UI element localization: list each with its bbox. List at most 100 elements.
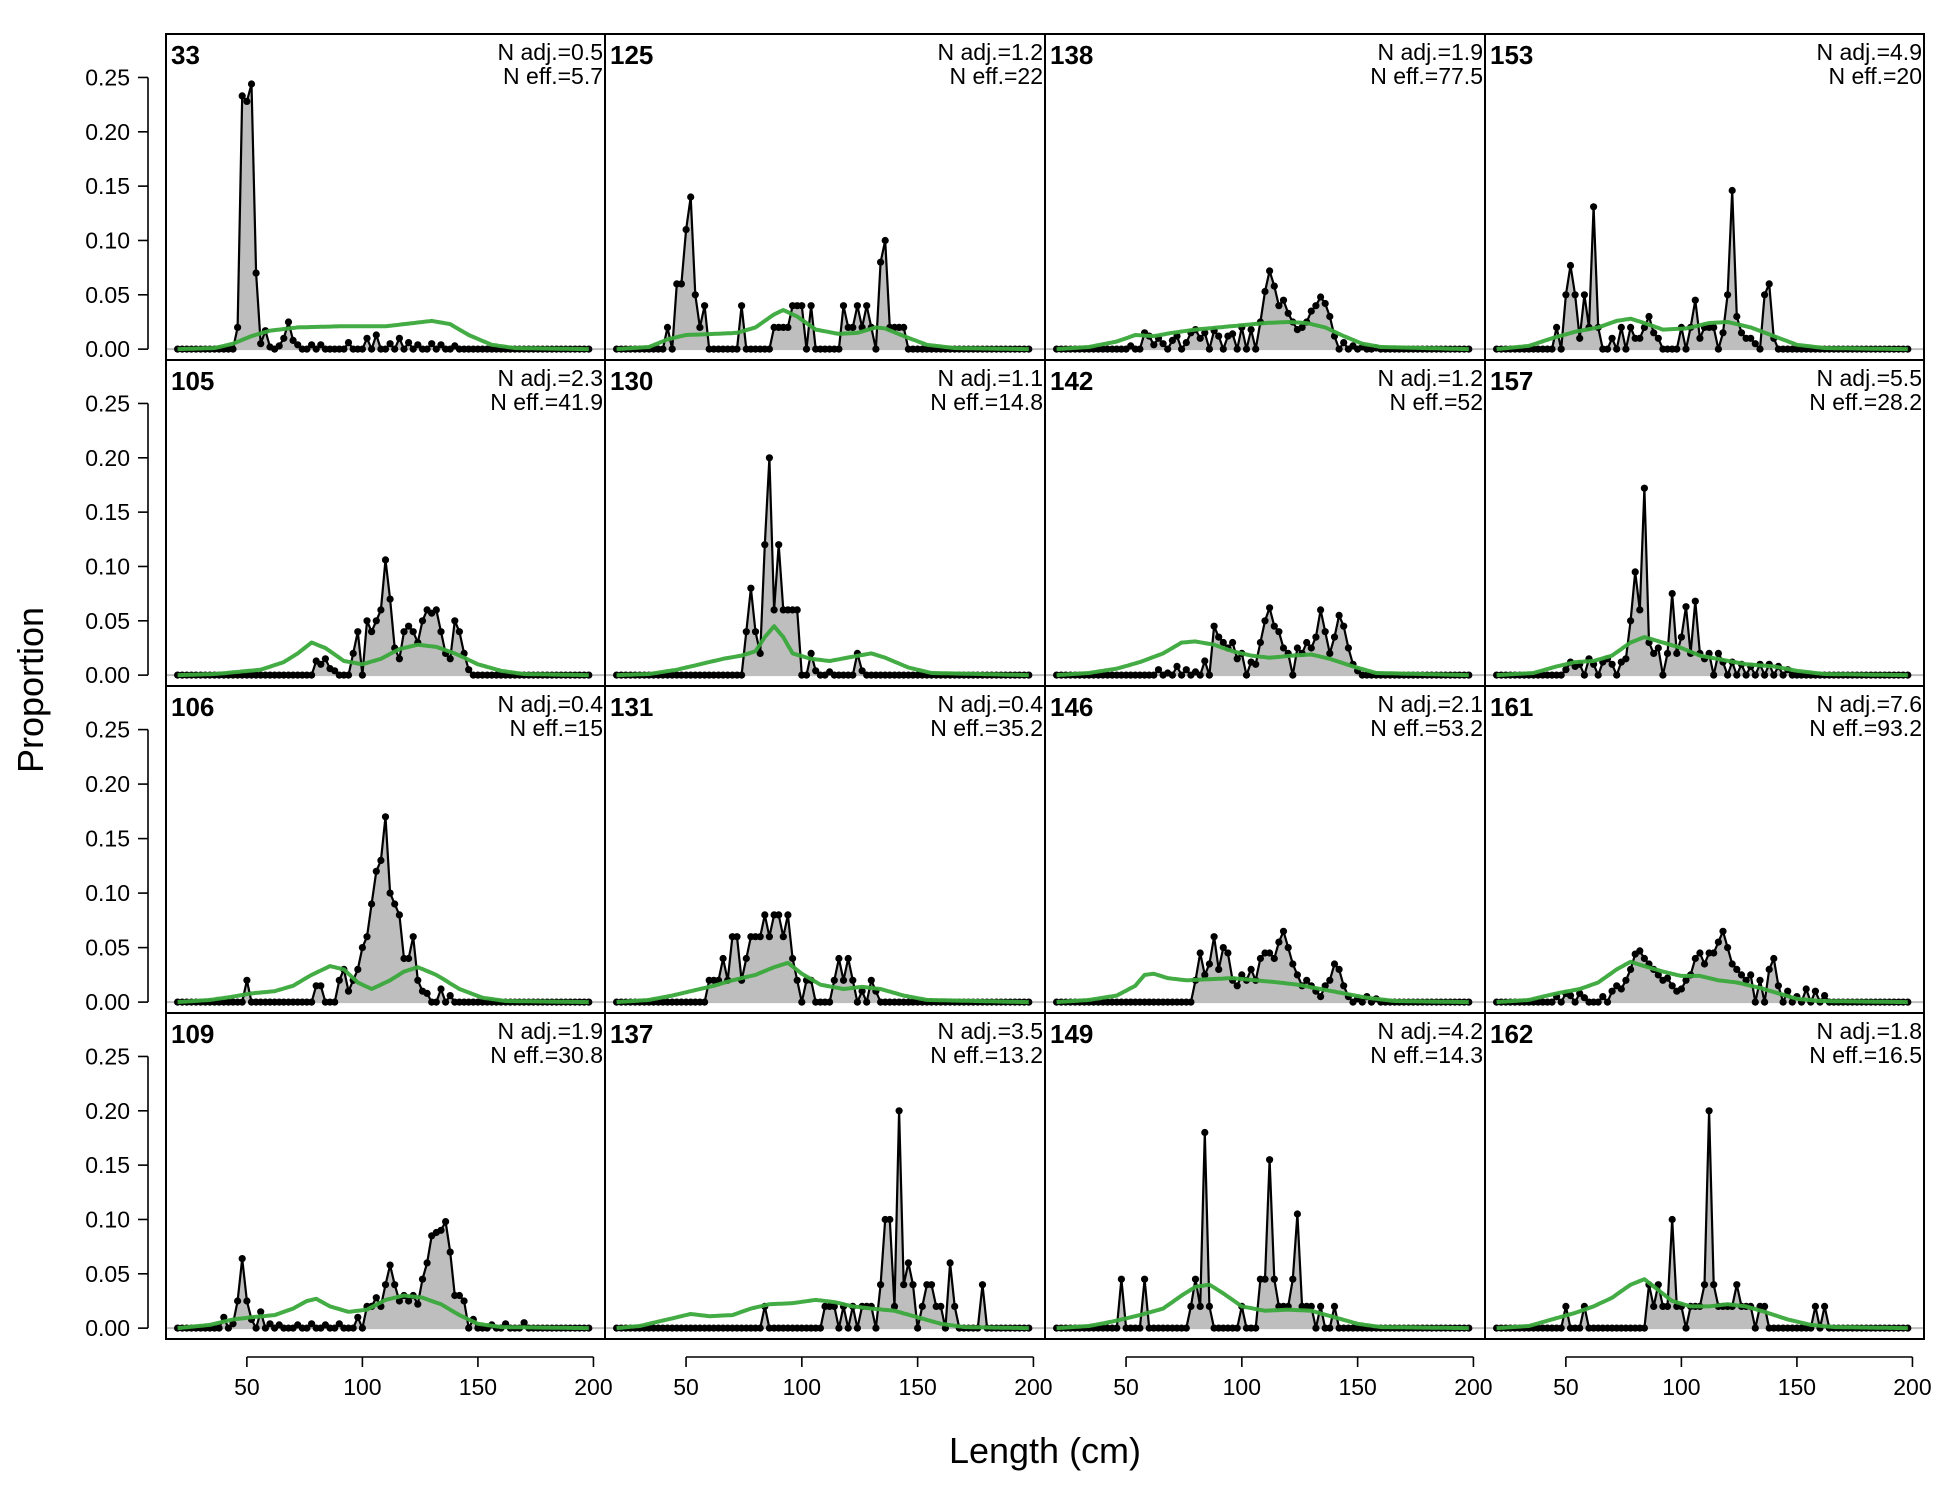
observed-point [696,323,704,331]
observed-point [1196,334,1204,342]
observed-point [863,998,871,1006]
expected-line [1496,635,1908,678]
observed-point [1719,927,1727,935]
observed-point [317,660,325,668]
observed-point [1774,982,1782,990]
observed-point [1627,323,1635,331]
observed-point [460,1297,468,1305]
expected-line [177,318,589,352]
observed-point [830,1302,838,1310]
observed-point [682,226,690,234]
observed-point [455,1291,463,1300]
observed-point [1275,302,1283,310]
observed-point [770,606,778,614]
observed-point [877,258,885,266]
observed-point [340,345,348,353]
observed-point [1617,323,1625,331]
observed-point [252,1324,260,1332]
observed-point [238,1255,246,1263]
observed-point [1751,671,1759,679]
observed-point [1566,992,1575,1000]
observed-point [358,1324,366,1332]
observed-point [1608,334,1616,342]
observed-point [432,998,440,1006]
observed-point [308,998,316,1006]
observed-point [229,1320,237,1328]
observed-point [733,345,741,353]
observed-point [1700,960,1709,968]
observed-point [835,954,843,963]
observed-point [1742,976,1750,984]
observed-point [1756,976,1764,984]
observed-point [872,345,880,353]
expected-line [177,964,589,1005]
n-eff-label: N eff.=35.2 [930,715,1043,741]
observed-point [331,1324,339,1332]
observed-point [1164,345,1172,353]
n-adj-label: N adj.=1.8 [1817,1018,1923,1044]
y-tick-label: 0.10 [85,227,130,253]
observed-point [835,1324,843,1332]
observed-point [798,302,806,310]
observed-point [1219,638,1227,647]
n-eff-label: N eff.=52 [1389,389,1483,415]
observed-point [1590,203,1598,211]
observed-point [1215,332,1223,340]
observed-area [177,559,589,676]
observed-point [1261,1275,1269,1283]
observed-point [1580,671,1588,679]
observed-point [1733,312,1741,321]
panel-label: 149 [1050,1019,1093,1049]
x-tick-label: 100 [1223,1374,1261,1400]
observed-point [1663,974,1672,982]
panel-130: 130 N adj.=1.1N eff.=14.8 [604,359,1046,687]
observed-point [1252,1324,1260,1332]
observed-point [812,667,820,675]
n-eff-label: N eff.=77.5 [1370,63,1483,89]
observed-point [1150,671,1158,679]
observed-point [849,671,857,679]
observed-point [1627,617,1635,625]
y-tick-label: 0.15 [85,826,130,852]
x-tick-label: 50 [673,1374,699,1400]
observed-point [1173,662,1181,671]
observed-area [1056,1132,1469,1329]
observed-point [839,976,848,984]
observed-point [418,617,427,625]
observed-point [1705,1107,1713,1115]
observed-point [1284,309,1292,317]
n-adj-label: N adj.=4.2 [1378,1018,1484,1044]
observed-point [395,1297,403,1305]
n-eff-label: N eff.=41.9 [490,389,603,415]
observed-point [687,193,695,201]
observed-point [738,671,746,679]
observed-point [1201,1128,1209,1137]
observed-point [1737,329,1746,337]
expected-line [1496,1277,1908,1331]
observed-point [1182,1324,1190,1332]
observed-point [1608,987,1616,995]
y-tick-label: 0.20 [85,445,130,471]
observed-point [1557,1324,1565,1332]
observed-point [252,269,260,277]
observed-point [1178,345,1186,353]
observed-point [1663,649,1672,658]
expected-line [1056,320,1469,352]
observed-point [437,341,445,349]
observed-point [1636,606,1644,614]
observed-point [1571,998,1579,1006]
observed-point [1580,994,1588,1002]
observed-point [756,1324,764,1332]
observed-point [1201,657,1209,665]
observed-point [1317,293,1325,301]
n-adj-label: N adj.=2.1 [1378,691,1484,717]
observed-point [1340,622,1348,630]
panel-131: 131 N adj.=0.4N eff.=35.2 [604,685,1046,1014]
observed-point [358,671,366,679]
observed-point [381,556,390,564]
observed-point [1154,666,1163,674]
observed-point [1205,345,1213,353]
observed-point [1724,291,1732,299]
observed-point [391,345,399,353]
y-tick-label: 0.15 [85,1152,130,1178]
